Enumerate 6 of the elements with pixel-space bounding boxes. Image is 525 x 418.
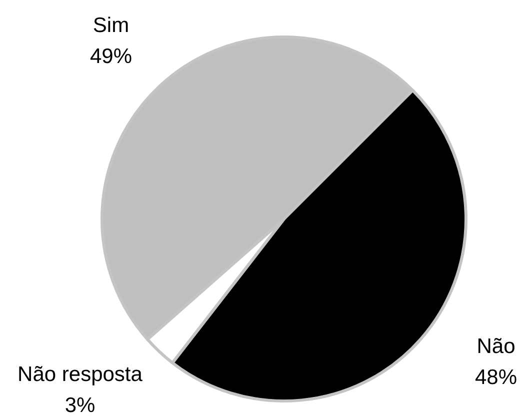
data-label: 3% bbox=[64, 394, 96, 417]
slice-label: Sim bbox=[92, 14, 130, 37]
data-label: 48% bbox=[474, 366, 518, 389]
data-label: 49% bbox=[90, 45, 132, 68]
slice-label: Não resposta bbox=[18, 363, 143, 386]
slice-label: Não bbox=[476, 335, 516, 358]
